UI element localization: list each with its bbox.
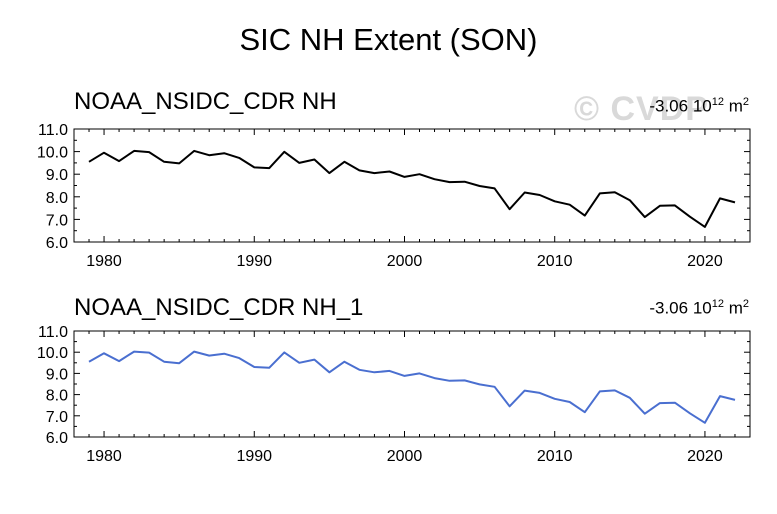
panel-2-ytick-label: 11.0 bbox=[38, 324, 68, 341]
panel-1-title: NOAA_NSIDC_CDR NH bbox=[74, 88, 337, 115]
panel-1-xtick-label: 2020 bbox=[687, 253, 723, 270]
panel-2-trend: -3.06 1012 m2 bbox=[649, 298, 749, 318]
panel-2-xtick-label: 1990 bbox=[236, 448, 272, 465]
panel-2-ytick-label: 6.0 bbox=[46, 430, 68, 447]
panel-2-xtick-label: 2020 bbox=[687, 448, 723, 465]
panel-2-xtick-label: 2010 bbox=[537, 448, 573, 465]
panel-2-frame bbox=[73, 330, 751, 438]
panel-1-ytick-label: 10.0 bbox=[37, 145, 68, 162]
panel-1-frame bbox=[73, 128, 751, 243]
panel-1-ytick-label: 9.0 bbox=[46, 167, 68, 184]
panel-1-xtick-label: 1990 bbox=[236, 253, 272, 270]
panel-1-ytick-label: 8.0 bbox=[46, 190, 68, 207]
chart-title: SIC NH Extent (SON) bbox=[239, 22, 538, 57]
cvdp-watermark: © CVDP bbox=[574, 90, 709, 128]
panel-1-xtick-label: 2000 bbox=[387, 253, 423, 270]
panel-2-xtick-label: 1980 bbox=[86, 448, 122, 465]
panel-2-ytick-label: 7.0 bbox=[46, 409, 68, 426]
panel-1-xtick-label: 2010 bbox=[537, 253, 573, 270]
panel-1-xtick-label: 1980 bbox=[86, 253, 122, 270]
panel-2-ytick-label: 8.0 bbox=[46, 388, 68, 405]
panel-2-xtick-label: 2000 bbox=[387, 448, 423, 465]
panel-1-trend: -3.06 1012 m2 bbox=[649, 96, 749, 116]
panel-2-ytick-label: 9.0 bbox=[46, 366, 68, 383]
panel-2-title: NOAA_NSIDC_CDR NH_1 bbox=[74, 294, 364, 321]
panel-2-series-line bbox=[88, 350, 736, 424]
panel-1-ytick-label: 7.0 bbox=[46, 212, 68, 229]
panel-1-ytick-label: 6.0 bbox=[46, 235, 68, 252]
panel-1-series-line bbox=[88, 149, 736, 228]
panel-1-ytick-label: 11.0 bbox=[38, 122, 68, 139]
panel-2-ytick-label: 10.0 bbox=[37, 345, 68, 362]
